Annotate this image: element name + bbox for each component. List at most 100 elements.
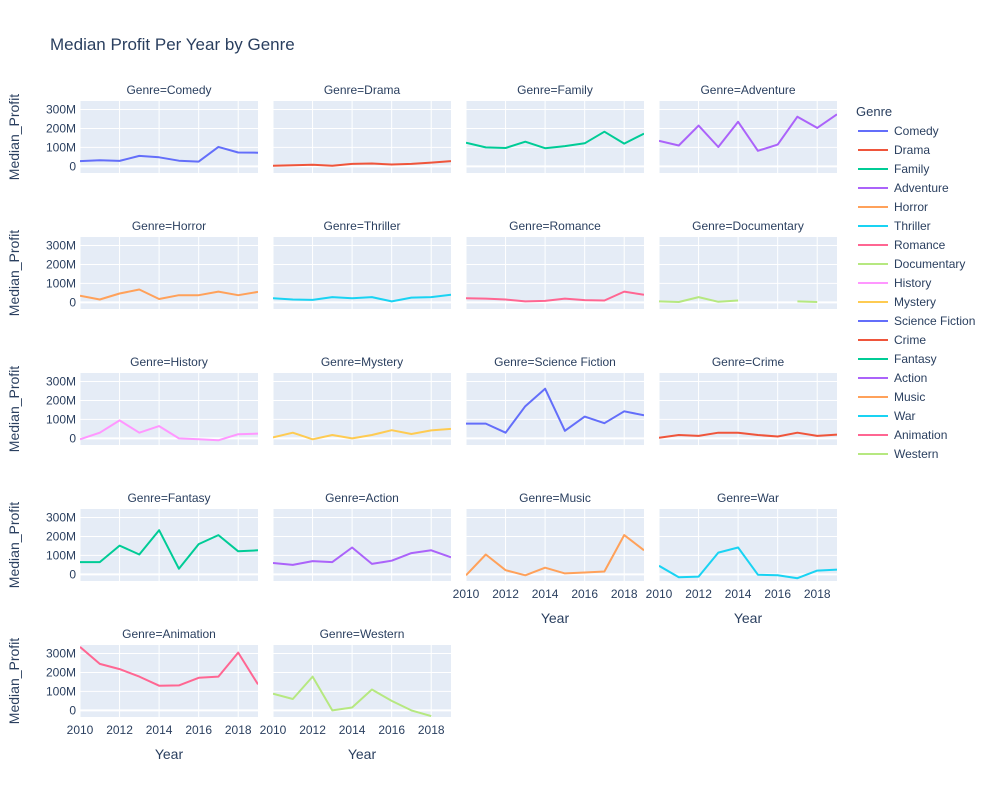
legend-item-comedy[interactable]: Comedy <box>858 124 939 138</box>
legend-item-music[interactable]: Music <box>858 390 925 404</box>
facet-title: Genre=War <box>717 491 779 505</box>
facet-title: Genre=Action <box>325 491 399 505</box>
x-tick-label: 2010 <box>646 587 673 601</box>
facet-title: Genre=Romance <box>509 219 601 233</box>
facet-adventure: Genre=Adventure <box>658 83 837 173</box>
facet-title: Genre=Drama <box>324 83 401 97</box>
legend[interactable]: Genre Comedy Drama Family Adventure Horror Th… <box>856 104 975 461</box>
series-line-crime[interactable] <box>659 431 837 439</box>
legend-label: Horror <box>894 200 928 214</box>
facet-title: Genre=Thriller <box>323 219 400 233</box>
x-tick-label: 2010 <box>453 587 480 601</box>
legend-item-action[interactable]: Action <box>858 371 927 385</box>
series-line-comedy[interactable] <box>80 145 258 163</box>
y-tick-label: 100M <box>46 684 76 698</box>
plot-background <box>273 509 451 581</box>
series-line-fantasy[interactable] <box>80 529 258 570</box>
series-line-thriller[interactable] <box>273 293 451 303</box>
y-tick-label: 200M <box>46 665 76 679</box>
x-axis-title: Year <box>155 746 184 762</box>
facet-history: Genre=History 0 100M 200M 300M <box>46 355 258 445</box>
y-axis-title: Median_Profit <box>6 94 22 180</box>
facet-title: Genre=History <box>130 355 208 369</box>
y-tick-label: 200M <box>46 257 76 271</box>
legend-title: Genre <box>856 104 892 119</box>
facet-fantasy: Genre=Fantasy 0 100M 200M 300M <box>46 491 258 581</box>
legend-item-western[interactable]: Western <box>858 447 938 461</box>
legend-label: Music <box>894 390 925 404</box>
series-line-war[interactable] <box>659 546 837 580</box>
x-tick-label: 2018 <box>418 723 445 737</box>
series-line-western[interactable] <box>273 675 432 717</box>
y-tick-label: 300M <box>46 511 76 525</box>
y-tick-label: 0 <box>69 295 76 309</box>
legend-label: Adventure <box>894 181 949 195</box>
facet-thriller: Genre=Thriller <box>272 219 451 309</box>
series-line-history[interactable] <box>80 419 258 442</box>
facet-title: Genre=Music <box>519 491 591 505</box>
legend-item-drama[interactable]: Drama <box>858 143 930 157</box>
legend-label: Drama <box>894 143 930 157</box>
series-line-horror[interactable] <box>80 288 258 301</box>
y-tick-label: 100M <box>46 276 76 290</box>
y-tick-label: 0 <box>69 159 76 173</box>
plot-background <box>659 237 837 309</box>
legend-label: Mystery <box>894 295 936 309</box>
x-tick-label: 2018 <box>225 723 252 737</box>
series-line-documentary[interactable] <box>797 300 818 303</box>
y-tick-label: 300M <box>46 103 76 117</box>
y-tick-label: 0 <box>69 703 76 717</box>
plot-background <box>466 101 644 173</box>
series-line-family[interactable] <box>466 130 644 150</box>
y-tick-label: 0 <box>69 567 76 581</box>
plot-background <box>80 645 258 717</box>
y-tick-label: 100M <box>46 412 76 426</box>
series-line-science-fiction[interactable] <box>466 387 644 434</box>
facet-title: Genre=Comedy <box>126 83 211 97</box>
legend-item-romance[interactable]: Romance <box>858 238 946 252</box>
legend-label: Comedy <box>894 124 939 138</box>
legend-label: Animation <box>894 428 947 442</box>
facet-title: Genre=Fantasy <box>127 491 210 505</box>
facet-title: Genre=Adventure <box>700 83 795 97</box>
x-axis-title: Year <box>541 610 570 626</box>
series-line-animation[interactable] <box>80 646 258 687</box>
legend-item-science-fiction[interactable]: Science Fiction <box>858 314 975 328</box>
legend-item-animation[interactable]: Animation <box>858 428 947 442</box>
series-line-documentary[interactable] <box>659 296 739 303</box>
series-line-romance[interactable] <box>466 290 644 303</box>
legend-item-family[interactable]: Family <box>858 162 929 176</box>
x-tick-label: 2018 <box>611 587 638 601</box>
legend-label: Action <box>894 371 927 385</box>
series-line-adventure[interactable] <box>659 113 837 152</box>
series-line-drama[interactable] <box>273 160 451 167</box>
chart-title: Median Profit Per Year by Genre <box>50 35 295 54</box>
legend-item-fantasy[interactable]: Fantasy <box>858 352 937 366</box>
facet-title: Genre=Documentary <box>692 219 804 233</box>
legend-item-horror[interactable]: Horror <box>858 200 928 214</box>
legend-item-mystery[interactable]: Mystery <box>858 295 936 309</box>
facet-horror: Genre=Horror 0 100M 200M 300M <box>46 219 258 309</box>
y-tick-label: 300M <box>46 647 76 661</box>
plot-background <box>80 373 258 445</box>
plot-background <box>273 645 451 717</box>
series-line-action[interactable] <box>273 546 451 566</box>
legend-item-history[interactable]: History <box>858 276 931 290</box>
legend-item-crime[interactable]: Crime <box>858 333 926 347</box>
facet-title: Genre=Family <box>517 83 593 97</box>
facet-animation: Genre=Animation 0 100M 200M 300M 2010 2012 2014… <box>46 627 258 762</box>
legend-item-documentary[interactable]: Documentary <box>858 257 965 271</box>
x-tick-label: 2014 <box>146 723 173 737</box>
legend-item-adventure[interactable]: Adventure <box>858 181 949 195</box>
series-line-music[interactable] <box>466 534 644 577</box>
legend-item-thriller[interactable]: Thriller <box>858 219 931 233</box>
y-tick-label: 300M <box>46 239 76 253</box>
y-axis-title: Median_Profit <box>6 230 22 316</box>
series-line-mystery[interactable] <box>273 427 451 441</box>
plot-background <box>80 101 258 173</box>
legend-item-war[interactable]: War <box>858 409 916 423</box>
facet-grid: Genre=Comedy 0 100M 200M 300M Genre=Drama Genr… <box>6 83 837 762</box>
facet-romance: Genre=Romance <box>465 219 644 309</box>
plot-background <box>273 101 451 173</box>
